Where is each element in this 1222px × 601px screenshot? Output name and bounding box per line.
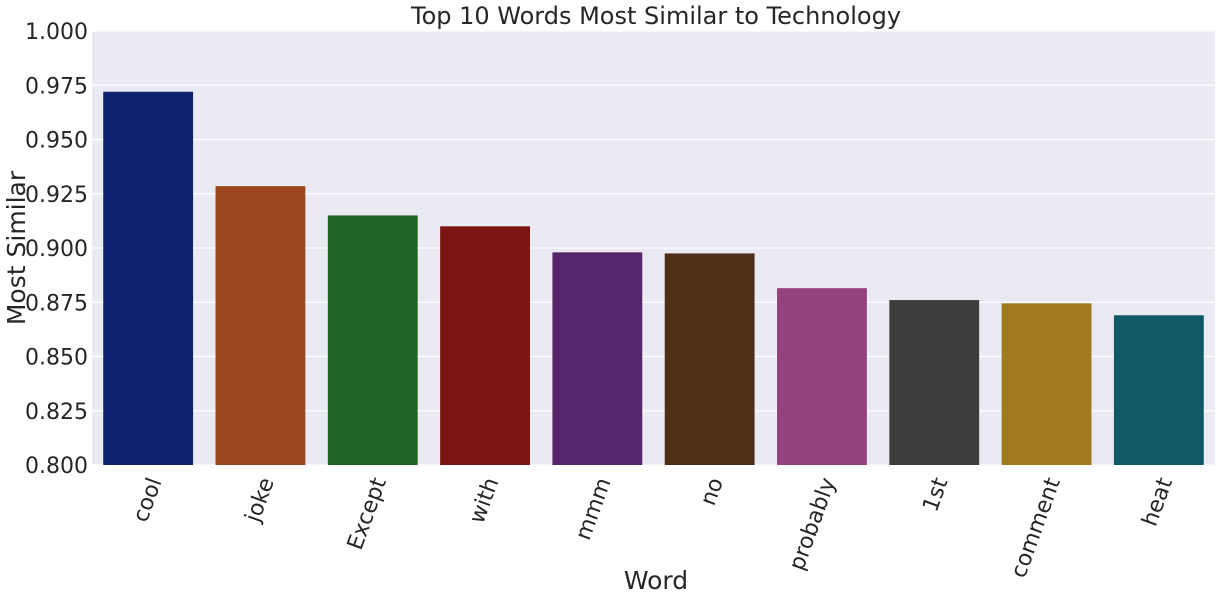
y-tick-label: 0.900 (25, 237, 88, 262)
y-tick-label: 0.825 (25, 400, 88, 425)
bar-probably (777, 288, 867, 465)
y-tick-label: 0.850 (25, 346, 88, 371)
y-tick-label: 0.950 (25, 129, 88, 154)
bar-Except (327, 215, 418, 465)
bar-1st (889, 300, 980, 465)
x-tick-label: Except (343, 474, 392, 553)
x-tick-label: heat (1138, 474, 1179, 529)
chart-title: Top 10 Words Most Similar to Technology (410, 2, 901, 30)
bar-with (440, 226, 530, 465)
bars (103, 91, 1204, 465)
x-tick-label: no (696, 475, 729, 509)
x-tick-label: with (465, 475, 504, 527)
bar-heat (1113, 315, 1204, 465)
y-tick-label: 0.875 (25, 291, 88, 316)
x-tick-label: mmm (571, 475, 616, 544)
y-tick-label: 0.975 (25, 74, 88, 99)
x-tick-label: cool (128, 475, 167, 526)
x-tick-label: probably (785, 475, 842, 574)
y-tick-label: 0.800 (25, 454, 88, 479)
y-tick-label: 0.925 (25, 183, 88, 208)
x-tick-label: 1st (918, 474, 953, 515)
bar-cool (103, 91, 194, 465)
x-tick-label: joke (240, 475, 279, 527)
y-axis-label: Most Similar (2, 170, 31, 325)
y-tick-labels: 0.800 0.825 0.850 0.875 0.900 0.925 0.950 0.975… (25, 20, 88, 479)
bar-no (664, 253, 755, 465)
bar-comment (1001, 303, 1092, 465)
x-axis-label: Word (624, 566, 688, 595)
y-tick-label: 1.000 (25, 20, 88, 45)
bar-joke (215, 186, 306, 465)
x-tick-label: comment (1007, 474, 1066, 581)
bar-mmm (552, 252, 643, 465)
